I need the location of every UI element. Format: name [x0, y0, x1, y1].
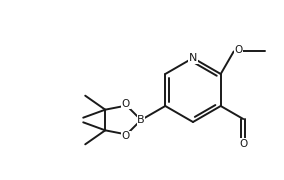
Text: N: N — [189, 53, 197, 63]
Text: O: O — [122, 99, 130, 109]
Text: B: B — [137, 115, 145, 125]
Text: O: O — [122, 131, 130, 141]
Text: O: O — [239, 139, 247, 149]
Text: O: O — [235, 46, 243, 55]
